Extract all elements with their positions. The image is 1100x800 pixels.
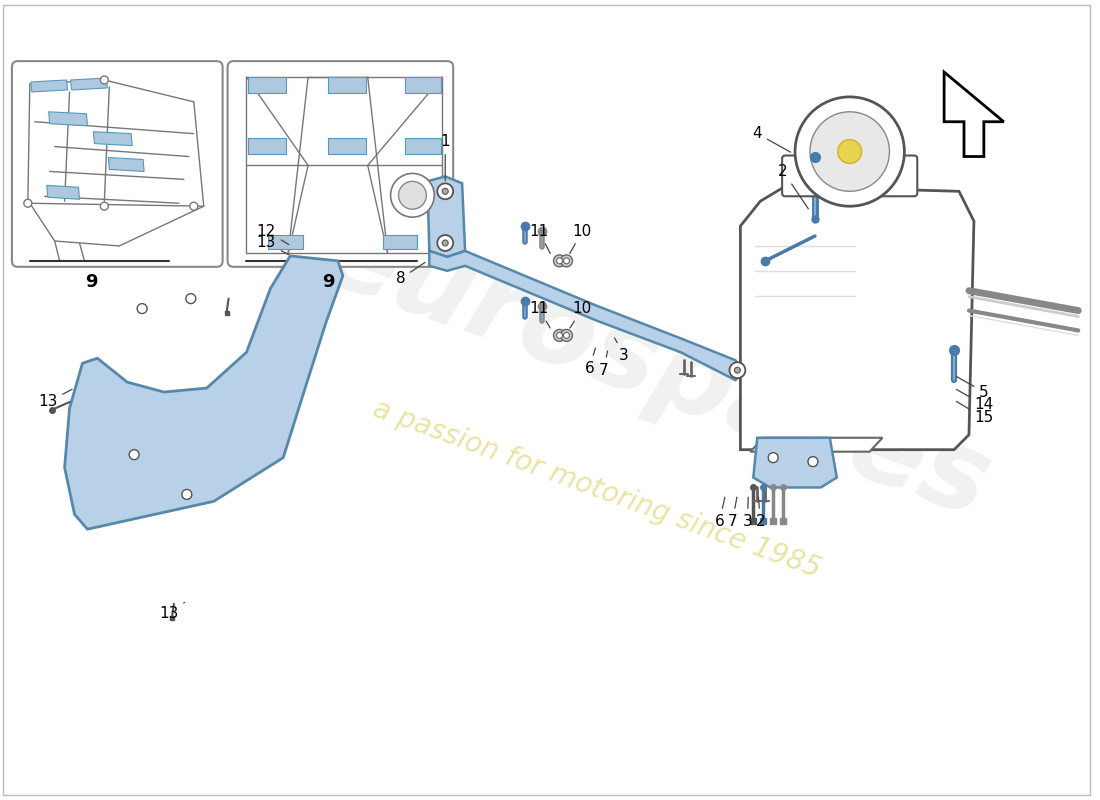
Text: 13: 13 bbox=[256, 235, 288, 254]
Polygon shape bbox=[383, 235, 417, 249]
Polygon shape bbox=[944, 72, 1003, 157]
Circle shape bbox=[129, 450, 139, 460]
Circle shape bbox=[24, 199, 32, 207]
Circle shape bbox=[138, 304, 147, 314]
Text: 11: 11 bbox=[529, 301, 550, 328]
Polygon shape bbox=[427, 176, 465, 257]
FancyBboxPatch shape bbox=[228, 61, 453, 267]
Circle shape bbox=[735, 367, 740, 373]
Circle shape bbox=[557, 258, 562, 264]
Polygon shape bbox=[46, 186, 79, 199]
Circle shape bbox=[553, 330, 565, 342]
Polygon shape bbox=[31, 80, 67, 92]
Polygon shape bbox=[740, 186, 974, 450]
Polygon shape bbox=[750, 438, 882, 452]
Circle shape bbox=[438, 235, 453, 251]
Circle shape bbox=[100, 76, 108, 84]
Polygon shape bbox=[48, 112, 88, 126]
Polygon shape bbox=[108, 158, 144, 171]
Polygon shape bbox=[406, 138, 441, 154]
Text: 2: 2 bbox=[779, 164, 808, 209]
Text: 11: 11 bbox=[529, 223, 550, 254]
Polygon shape bbox=[328, 77, 365, 93]
Text: a passion for motoring since 1985: a passion for motoring since 1985 bbox=[368, 395, 824, 584]
Text: 8: 8 bbox=[396, 262, 425, 286]
Circle shape bbox=[442, 188, 448, 194]
Text: 5: 5 bbox=[957, 377, 989, 399]
Circle shape bbox=[810, 112, 890, 191]
Text: 6: 6 bbox=[584, 348, 595, 376]
Circle shape bbox=[190, 202, 198, 210]
Circle shape bbox=[438, 183, 453, 199]
Circle shape bbox=[808, 457, 818, 466]
Circle shape bbox=[729, 362, 746, 378]
FancyBboxPatch shape bbox=[12, 61, 222, 267]
Circle shape bbox=[838, 140, 861, 163]
Text: 10: 10 bbox=[570, 301, 592, 328]
Polygon shape bbox=[754, 438, 837, 487]
Polygon shape bbox=[328, 138, 365, 154]
Polygon shape bbox=[70, 78, 108, 90]
Text: 1: 1 bbox=[440, 134, 450, 181]
Text: 2: 2 bbox=[756, 497, 766, 529]
Circle shape bbox=[186, 294, 196, 304]
Text: 9: 9 bbox=[321, 273, 334, 290]
Text: 12: 12 bbox=[256, 223, 289, 245]
Circle shape bbox=[100, 202, 108, 210]
Circle shape bbox=[768, 453, 778, 462]
Text: eurospares: eurospares bbox=[308, 200, 1004, 541]
Polygon shape bbox=[429, 251, 744, 380]
Polygon shape bbox=[94, 132, 132, 146]
Circle shape bbox=[563, 258, 570, 264]
Text: 10: 10 bbox=[570, 223, 592, 254]
Circle shape bbox=[398, 182, 427, 209]
Circle shape bbox=[553, 255, 565, 267]
Circle shape bbox=[557, 333, 562, 338]
Text: 14: 14 bbox=[957, 390, 993, 413]
Text: 15: 15 bbox=[956, 402, 993, 426]
Text: 9: 9 bbox=[85, 273, 98, 290]
Polygon shape bbox=[249, 138, 286, 154]
Text: 13: 13 bbox=[39, 390, 73, 410]
Text: 7: 7 bbox=[727, 497, 737, 529]
Polygon shape bbox=[249, 77, 286, 93]
FancyBboxPatch shape bbox=[782, 155, 917, 196]
Circle shape bbox=[182, 490, 191, 499]
Polygon shape bbox=[406, 77, 441, 93]
Circle shape bbox=[561, 255, 572, 267]
Text: 3: 3 bbox=[615, 338, 629, 362]
Text: 7: 7 bbox=[598, 351, 608, 378]
Text: 4: 4 bbox=[752, 126, 791, 152]
Text: 13: 13 bbox=[160, 602, 185, 621]
Text: 6: 6 bbox=[715, 497, 725, 529]
Circle shape bbox=[390, 174, 435, 217]
Text: 3: 3 bbox=[742, 497, 752, 529]
Circle shape bbox=[442, 240, 448, 246]
Circle shape bbox=[795, 97, 904, 206]
Polygon shape bbox=[268, 235, 304, 249]
Polygon shape bbox=[65, 256, 343, 529]
Circle shape bbox=[563, 333, 570, 338]
Circle shape bbox=[561, 330, 572, 342]
